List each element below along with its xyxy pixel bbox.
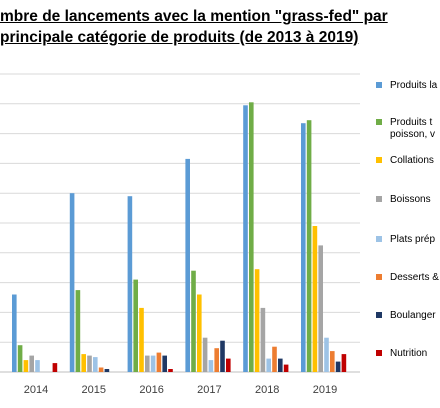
bar-2016-series-6 [162,355,167,372]
legend-label: Produits la [390,80,438,91]
bar-2017-series-4 [208,360,214,372]
bar-2017-series-1 [191,270,196,372]
bar-2019-series-0 [301,123,306,372]
bar-2017-series-0 [185,158,190,372]
x-tick-label: 2019 [313,384,337,396]
x-tick-label: 2017 [197,384,221,396]
bar-2014-series-2 [23,360,29,372]
bar-2015-series-2 [81,354,86,372]
bar-2014-series-1 [17,345,23,372]
legend-label: Boissons [390,194,431,205]
x-tick-label: 2015 [82,384,106,396]
bar-2018-series-1 [249,102,254,373]
bar-2014-series-0 [12,294,17,372]
legend-swatch [376,196,382,202]
legend-swatch [376,119,382,125]
legend-swatch [376,82,382,88]
bar-2018-series-6 [278,358,283,372]
bar-2019-series-6 [335,361,341,372]
bar-2014-series-3 [29,355,34,372]
bar-2019-series-3 [318,245,323,372]
chart-title-line-2: principale catégorie de produits (de 201… [0,29,359,46]
bar-2019-series-7 [341,354,347,372]
bar-2017-series-5 [214,348,219,372]
bar-2019-series-4 [324,337,329,372]
bar-2016-series-0 [127,196,133,372]
bar-2018-series-5 [272,346,277,372]
chart-title-line-1: mbre de lancements avec la mention "gras… [0,8,388,25]
x-tick-label: 2016 [139,384,163,396]
bar-2015-series-0 [69,193,75,372]
bar-2018-series-7 [283,364,289,372]
legend-swatch [376,274,382,280]
bar-2015-series-1 [75,290,81,372]
bar-2016-series-1 [133,279,138,372]
bar-2015-series-3 [87,355,92,372]
legend-label: Produits t poisson, v [390,117,436,140]
bar-2016-series-4 [150,355,156,372]
legend-label: Plats prép [390,234,436,245]
legend-label: Nutrition [390,348,428,359]
x-tick-label: 2018 [255,384,279,396]
legend-swatch [376,236,382,242]
bar-2016-series-5 [156,352,162,372]
bar-2018-series-3 [260,307,266,372]
bar-2018-series-0 [243,105,248,373]
legend-label: Desserts & [390,272,439,283]
bar-2016-series-3 [145,355,150,372]
bar-2016-series-2 [139,307,144,372]
legend-swatch [376,350,382,356]
bar-2018-series-4 [266,358,271,372]
x-tick-label: 2014 [24,384,48,396]
legend-label: Boulanger [390,310,436,321]
bar-2019-series-2 [312,226,318,372]
bar-2015-series-6 [104,369,110,372]
bar-2017-series-7 [226,358,231,372]
bar-2019-series-5 [330,351,335,372]
bar-2014-series-7 [52,363,58,372]
bar-2015-series-5 [98,367,104,372]
bar-2017-series-3 [202,337,208,372]
bar-2014-series-4 [35,360,40,372]
chart-title: mbre de lancements avec la mention "gras… [0,6,440,48]
bar-2016-series-7 [168,369,173,372]
bar-2015-series-4 [93,357,98,372]
legend-swatch [376,157,382,163]
bar-2017-series-6 [220,340,225,372]
bar-2017-series-2 [197,294,202,372]
legend-label: Collations [390,155,434,166]
legend-swatch [376,312,382,318]
bar-2018-series-2 [254,269,260,372]
bar-2019-series-1 [306,120,312,372]
